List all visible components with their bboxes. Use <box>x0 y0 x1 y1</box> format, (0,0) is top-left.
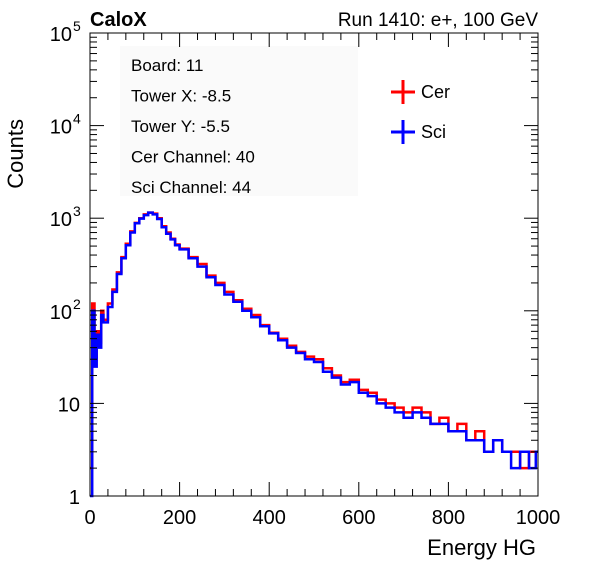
header-left: CaloX <box>90 9 147 31</box>
info-line: Board: 11 <box>131 56 203 75</box>
y-tick-label: 10 <box>58 394 80 416</box>
legend-label: Cer <box>421 82 450 102</box>
x-tick-label: 800 <box>432 507 465 529</box>
y-tick-exponent: 5 <box>73 18 81 34</box>
x-tick-label: 400 <box>253 507 286 529</box>
x-tick-label: 0 <box>84 507 95 529</box>
y-tick-label: 1 <box>69 487 80 509</box>
y-tick-label: 10 <box>50 302 72 324</box>
info-line: Tower X: -8.5 <box>131 87 231 106</box>
series-layer <box>90 211 538 498</box>
x-tick-label: 1000 <box>516 507 561 529</box>
y-axis-title: Counts <box>3 119 28 189</box>
info-lines: Board: 11 Tower X: -8.5 Tower Y: -5.5 Cer C… <box>131 56 255 197</box>
x-tick-label: 600 <box>342 507 375 529</box>
header-right: Run 1410: e+, 100 GeV <box>338 10 539 31</box>
info-line: Sci Channel: 44 <box>131 178 251 197</box>
series-line-sci <box>90 211 538 498</box>
y-tick-label: 10 <box>50 117 72 139</box>
y-tick-exponent: 2 <box>73 296 81 312</box>
x-tick-label: 200 <box>163 507 196 529</box>
y-tick-exponent: 4 <box>73 111 81 127</box>
info-line: Cer Channel: 40 <box>131 148 255 167</box>
info-box <box>120 46 358 196</box>
x-axis: 0 200 400 600 800 1000 <box>84 33 560 529</box>
info-line: Tower Y: -5.5 <box>131 117 230 136</box>
legend: Cer Sci <box>391 80 450 144</box>
y-tick-exponent: 3 <box>73 203 81 219</box>
legend-label: Sci <box>421 122 446 142</box>
plot-frame <box>89 32 539 497</box>
x-axis-title: Energy HG <box>427 535 536 560</box>
y-tick-label: 10 <box>50 24 72 46</box>
y-tick-label: 10 <box>50 209 72 231</box>
